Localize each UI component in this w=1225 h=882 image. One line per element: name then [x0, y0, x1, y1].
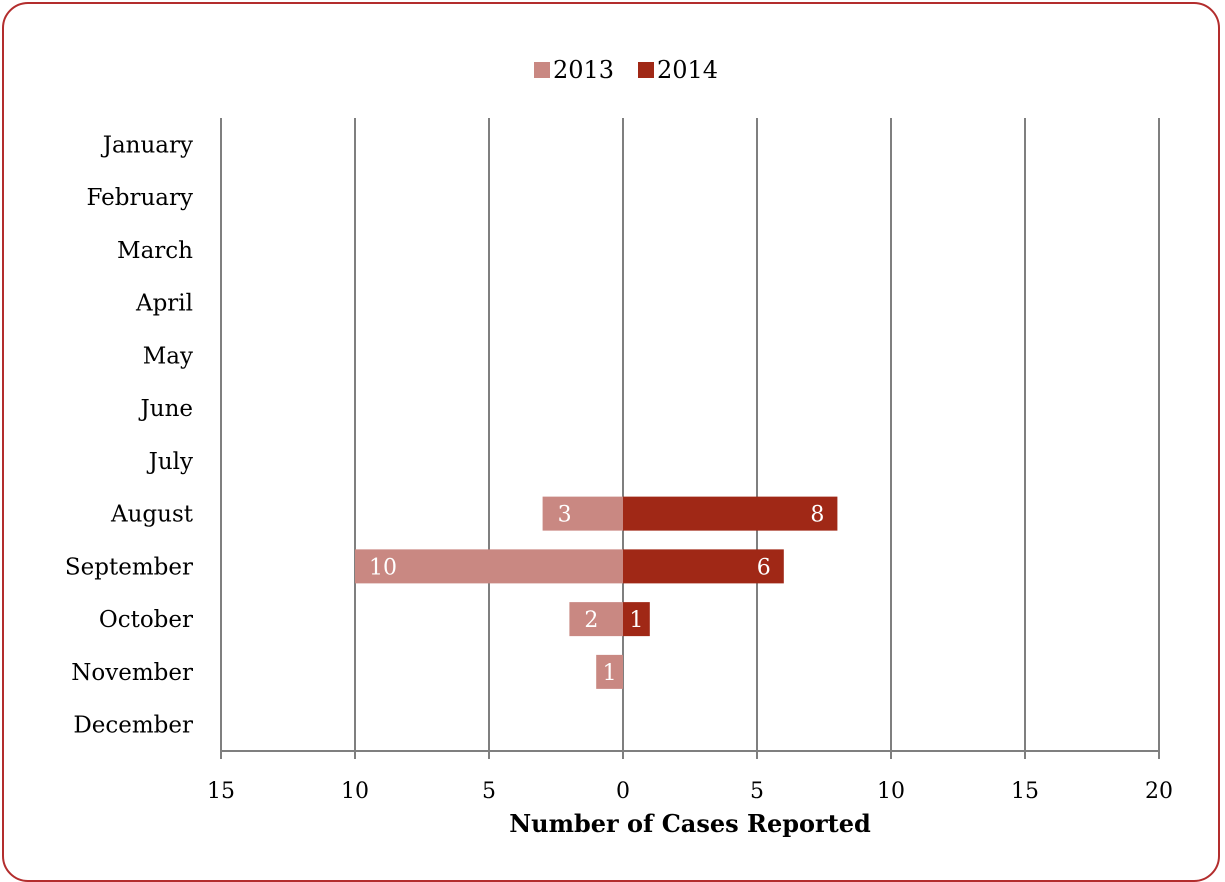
- y-category-label: February: [86, 185, 193, 211]
- x-axis: 15 10 5 0 5 10 15 20: [207, 750, 1173, 804]
- y-category-label: August: [110, 502, 194, 528]
- x-tick-label: 10: [341, 779, 369, 804]
- legend-label: 2014: [657, 56, 718, 84]
- y-category-label: June: [139, 396, 193, 422]
- data-label-2013: 3: [558, 503, 572, 528]
- data-label-2013: 10: [369, 555, 397, 580]
- y-category-label: November: [71, 660, 193, 686]
- bar-2014: [623, 602, 650, 637]
- x-tick-label: 20: [1145, 779, 1173, 804]
- bar-2014: [623, 549, 784, 584]
- y-axis-labels: January February March April May June July Augu…: [65, 132, 194, 738]
- x-tick-label: 5: [750, 779, 764, 804]
- y-category-label: July: [147, 449, 193, 475]
- x-tick-label: 15: [207, 779, 235, 804]
- gridlines: [220, 118, 1160, 759]
- x-tick-label: 10: [877, 779, 905, 804]
- legend: 2013 2014: [534, 56, 718, 84]
- bar-2013: [596, 654, 623, 689]
- y-category-label: September: [65, 554, 193, 580]
- x-tick-label: 0: [616, 779, 630, 804]
- y-category-label: May: [143, 343, 193, 369]
- bar-2013: [569, 602, 623, 637]
- x-axis-title: Number of Cases Reported: [509, 809, 871, 838]
- y-category-label: April: [135, 291, 193, 317]
- legend-swatch-2013: [534, 62, 550, 78]
- x-tick-label: 5: [482, 779, 496, 804]
- bar-2013: [542, 496, 623, 531]
- bars: 3 10 2 1 8 6 1: [355, 496, 838, 689]
- y-category-label: March: [117, 238, 193, 264]
- data-label-2013: 1: [603, 661, 617, 686]
- x-tick-label: 15: [1011, 779, 1039, 804]
- data-label-2014: 6: [757, 555, 771, 580]
- y-category-label: January: [101, 132, 193, 158]
- y-category-label: October: [99, 607, 193, 633]
- legend-label: 2013: [553, 56, 614, 84]
- bar-2014: [623, 496, 838, 531]
- data-label-2014: 8: [810, 503, 824, 528]
- legend-swatch-2014: [638, 62, 654, 78]
- data-label-2014: 1: [629, 608, 643, 633]
- data-label-2013: 2: [584, 608, 598, 633]
- y-category-label: December: [73, 713, 193, 739]
- bar-2013: [355, 549, 623, 584]
